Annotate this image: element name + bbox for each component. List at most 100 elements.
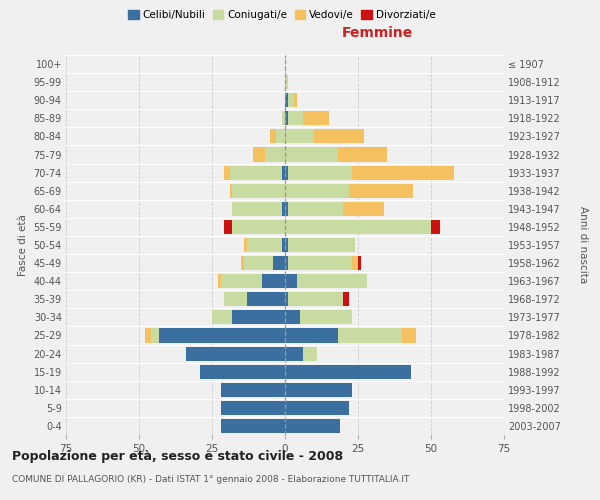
Bar (186, 346, 285, 360)
Bar (285, 130, 314, 143)
Bar (285, 184, 349, 198)
Bar (285, 364, 410, 378)
Bar (221, 401, 285, 415)
Bar (241, 256, 285, 270)
Text: Femmine: Femmine (341, 26, 413, 40)
Bar (232, 220, 285, 234)
Bar (230, 184, 285, 198)
Bar (230, 166, 285, 179)
Bar (285, 112, 302, 126)
Bar (200, 364, 285, 378)
Bar (285, 220, 440, 234)
Bar (285, 75, 288, 89)
Bar (285, 292, 343, 306)
Bar (274, 256, 285, 270)
Bar (221, 419, 285, 433)
Bar (285, 346, 317, 360)
Bar (285, 328, 338, 342)
Bar (285, 166, 454, 179)
Bar (218, 274, 285, 288)
Bar (221, 382, 285, 397)
Bar (285, 346, 317, 360)
Bar (285, 256, 352, 270)
Bar (282, 112, 285, 126)
Bar (253, 148, 285, 162)
Bar (285, 382, 352, 397)
Y-axis label: Fasce di età: Fasce di età (18, 214, 28, 276)
Bar (285, 364, 410, 378)
Bar (253, 148, 285, 162)
Bar (285, 75, 288, 89)
Bar (285, 328, 416, 342)
Bar (285, 310, 299, 324)
Bar (285, 166, 352, 179)
Bar (247, 292, 285, 306)
Bar (224, 166, 285, 179)
Bar (221, 382, 285, 397)
Bar (247, 238, 285, 252)
Bar (232, 184, 285, 198)
Bar (276, 130, 285, 143)
Bar (186, 346, 285, 360)
Bar (244, 238, 285, 252)
Bar (282, 166, 285, 179)
Bar (271, 130, 285, 143)
Bar (285, 292, 343, 306)
Bar (224, 292, 285, 306)
Bar (285, 112, 329, 126)
Bar (285, 274, 367, 288)
Bar (285, 419, 340, 433)
Bar (221, 274, 285, 288)
Bar (285, 292, 288, 306)
Bar (285, 401, 349, 415)
Legend: Celibi/Nubili, Coniugati/e, Vedovi/e, Divorziati/e: Celibi/Nubili, Coniugati/e, Vedovi/e, Di… (126, 8, 438, 22)
Bar (285, 75, 288, 89)
Bar (285, 238, 355, 252)
Bar (232, 310, 285, 324)
Y-axis label: Anni di nascita: Anni di nascita (578, 206, 588, 284)
Bar (212, 310, 285, 324)
Bar (285, 256, 288, 270)
Bar (262, 274, 285, 288)
Bar (224, 220, 285, 234)
Bar (221, 419, 285, 433)
Bar (285, 93, 296, 108)
Bar (265, 148, 285, 162)
Bar (285, 256, 361, 270)
Bar (285, 220, 431, 234)
Bar (285, 130, 364, 143)
Bar (285, 256, 358, 270)
Bar (285, 401, 349, 415)
Bar (285, 419, 340, 433)
Bar (285, 93, 288, 108)
Bar (145, 328, 285, 342)
Bar (282, 238, 285, 252)
Bar (241, 256, 285, 270)
Bar (230, 184, 285, 198)
Bar (285, 112, 329, 126)
Bar (200, 364, 285, 378)
Bar (285, 346, 317, 360)
Bar (285, 238, 355, 252)
Bar (218, 274, 285, 288)
Bar (285, 310, 352, 324)
Bar (285, 130, 364, 143)
Bar (160, 328, 285, 342)
Bar (285, 202, 384, 216)
Bar (200, 364, 285, 378)
Bar (244, 256, 285, 270)
Bar (285, 166, 454, 179)
Bar (221, 401, 285, 415)
Bar (285, 238, 288, 252)
Bar (221, 419, 285, 433)
Bar (212, 310, 285, 324)
Bar (221, 419, 285, 433)
Bar (285, 419, 340, 433)
Bar (285, 93, 296, 108)
Bar (285, 238, 355, 252)
Bar (232, 202, 285, 216)
Bar (221, 382, 285, 397)
Bar (285, 202, 343, 216)
Bar (285, 93, 294, 108)
Bar (244, 238, 285, 252)
